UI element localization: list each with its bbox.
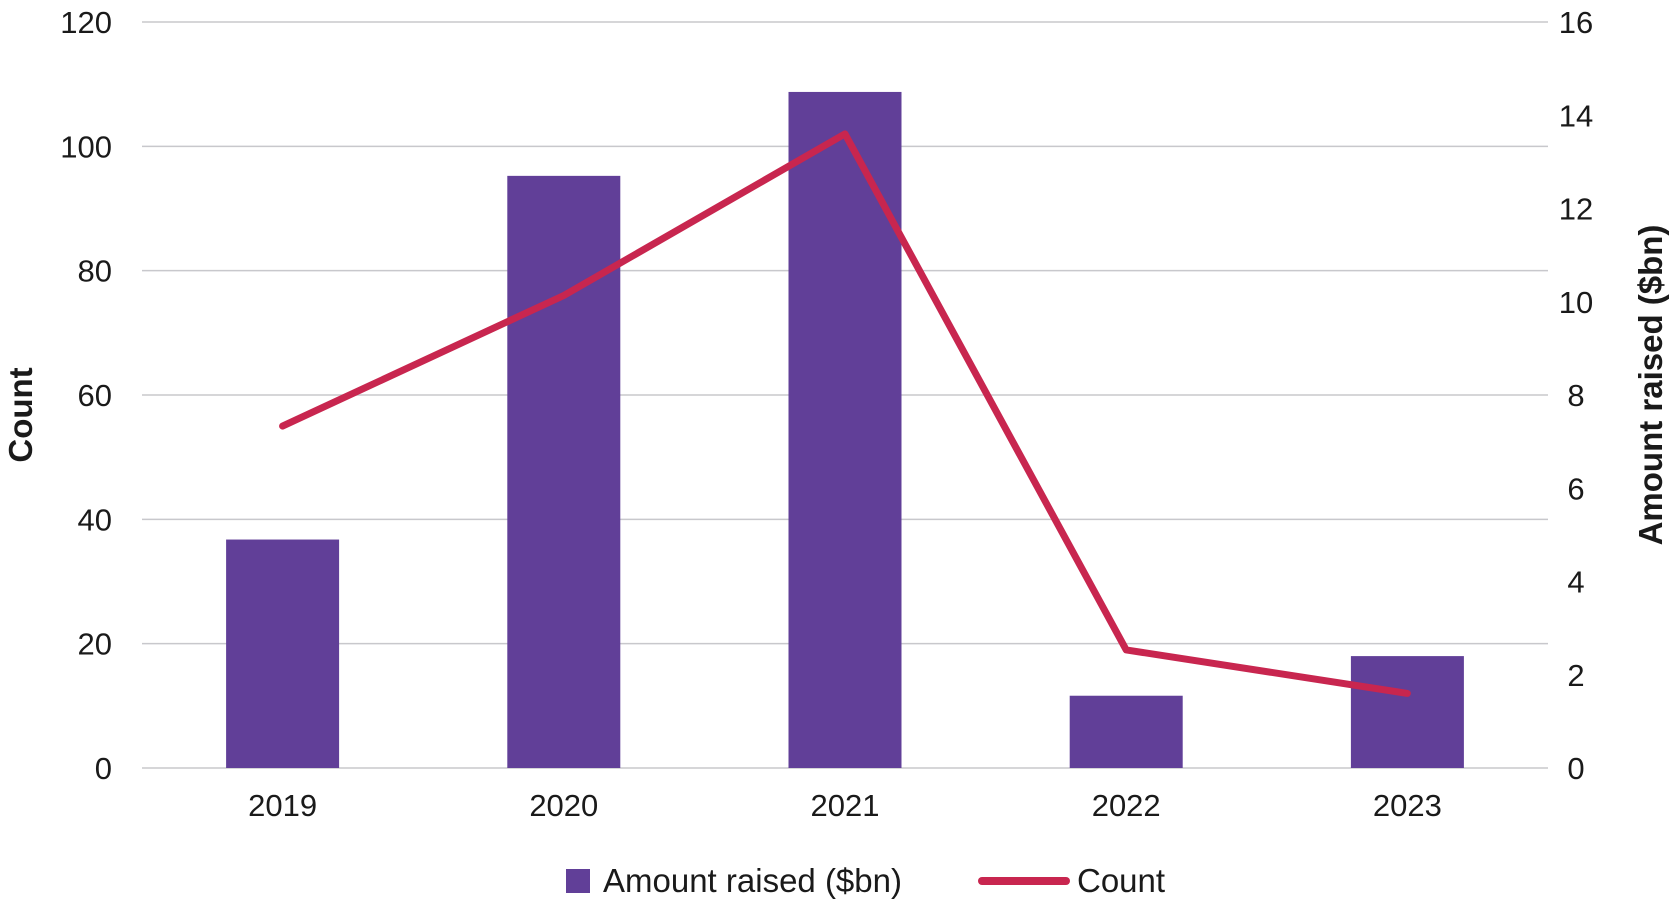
x-axis-ticks: 2019 2020 2021 2022 2023 [248, 788, 1442, 823]
bar-2019 [226, 540, 339, 768]
left-tick-label-5: 100 [60, 129, 112, 164]
right-tick-label-7: 14 [1559, 98, 1593, 133]
left-tick-label-4: 80 [78, 254, 112, 289]
bar-2022 [1070, 696, 1183, 768]
legend-label-count: Count [1077, 862, 1165, 899]
right-axis-title: Amount raised ($bn) [1632, 225, 1669, 546]
left-tick-label-3: 60 [78, 378, 112, 413]
legend-label-amount: Amount raised ($bn) [603, 862, 902, 899]
bar-2023 [1351, 656, 1464, 768]
legend: Amount raised ($bn) Count [566, 862, 1165, 899]
right-tick-label-3: 6 [1567, 471, 1584, 506]
x-tick-label-2023: 2023 [1373, 788, 1442, 823]
right-tick-label-8: 16 [1559, 5, 1593, 40]
right-tick-label-0: 0 [1567, 751, 1584, 786]
x-tick-label-2022: 2022 [1092, 788, 1161, 823]
left-axis-ticks: 0 20 40 60 80 100 120 [60, 5, 112, 786]
bar-2021 [789, 92, 902, 768]
left-tick-label-2: 40 [78, 502, 112, 537]
left-tick-label-0: 0 [95, 751, 112, 786]
right-tick-label-4: 8 [1567, 378, 1584, 413]
bar-2020 [507, 176, 620, 768]
right-tick-label-2: 4 [1567, 565, 1584, 600]
x-tick-label-2020: 2020 [529, 788, 598, 823]
right-tick-label-1: 2 [1567, 658, 1584, 693]
x-tick-label-2021: 2021 [811, 788, 880, 823]
left-tick-label-1: 20 [78, 627, 112, 662]
legend-swatch-amount [566, 869, 590, 893]
left-tick-label-6: 120 [60, 5, 112, 40]
bar-series [226, 92, 1464, 768]
right-tick-label-6: 12 [1559, 192, 1593, 227]
right-axis-ticks: 0 2 4 6 8 10 12 14 16 [1559, 5, 1593, 786]
x-tick-label-2019: 2019 [248, 788, 317, 823]
right-tick-label-5: 10 [1559, 285, 1593, 320]
left-axis-title: Count [2, 367, 39, 462]
